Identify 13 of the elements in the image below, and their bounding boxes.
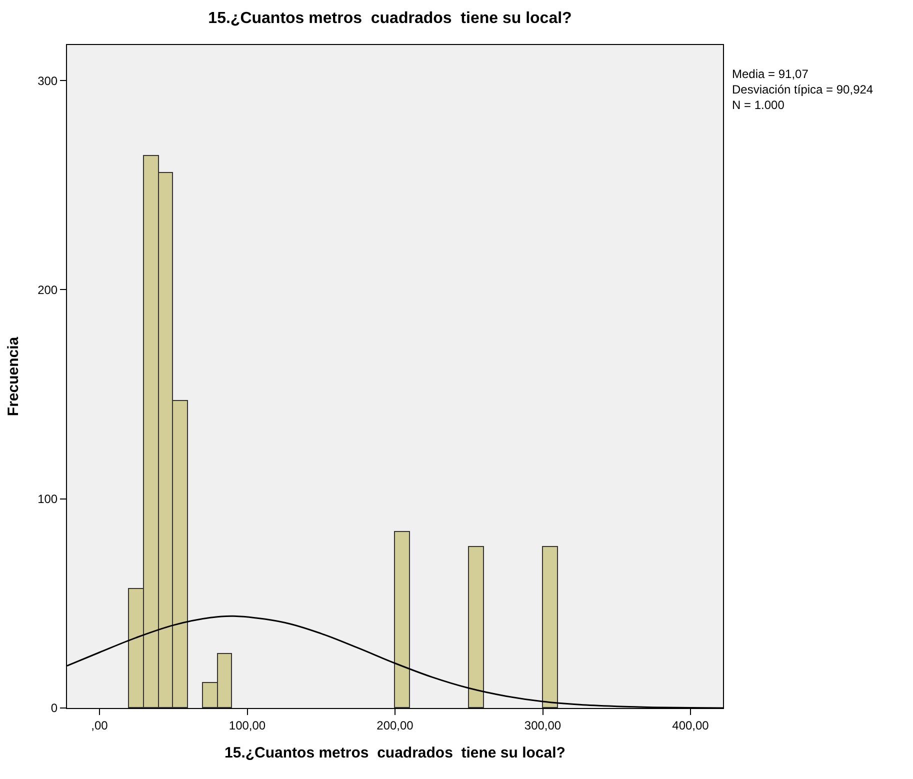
- x-tick-label: 300,00: [524, 718, 562, 732]
- text: Media = 91,07 Desviación típica = 90,924 N = 1.000: [732, 67, 874, 112]
- y-tick-label: 0: [50, 701, 58, 716]
- x-tick-label: 100,00: [228, 718, 266, 732]
- y-tick-label: 200: [38, 282, 58, 297]
- chart-title: 15.¿Cuantos metros cuadrados tiene su local?: [208, 10, 572, 27]
- y-tick-label: 300: [38, 74, 58, 88]
- x-axis-title: 15.¿Cuantos metros cuadrados tiene su local?: [224, 744, 566, 762]
- y-tick-label: 100: [38, 492, 58, 506]
- y-axis-title: Frecuencia: [4, 336, 22, 416]
- x-tick-label: ,00: [91, 718, 108, 732]
- x-tick-label: 200,00: [376, 718, 414, 732]
- x-tick-label: 400,00: [672, 718, 710, 732]
